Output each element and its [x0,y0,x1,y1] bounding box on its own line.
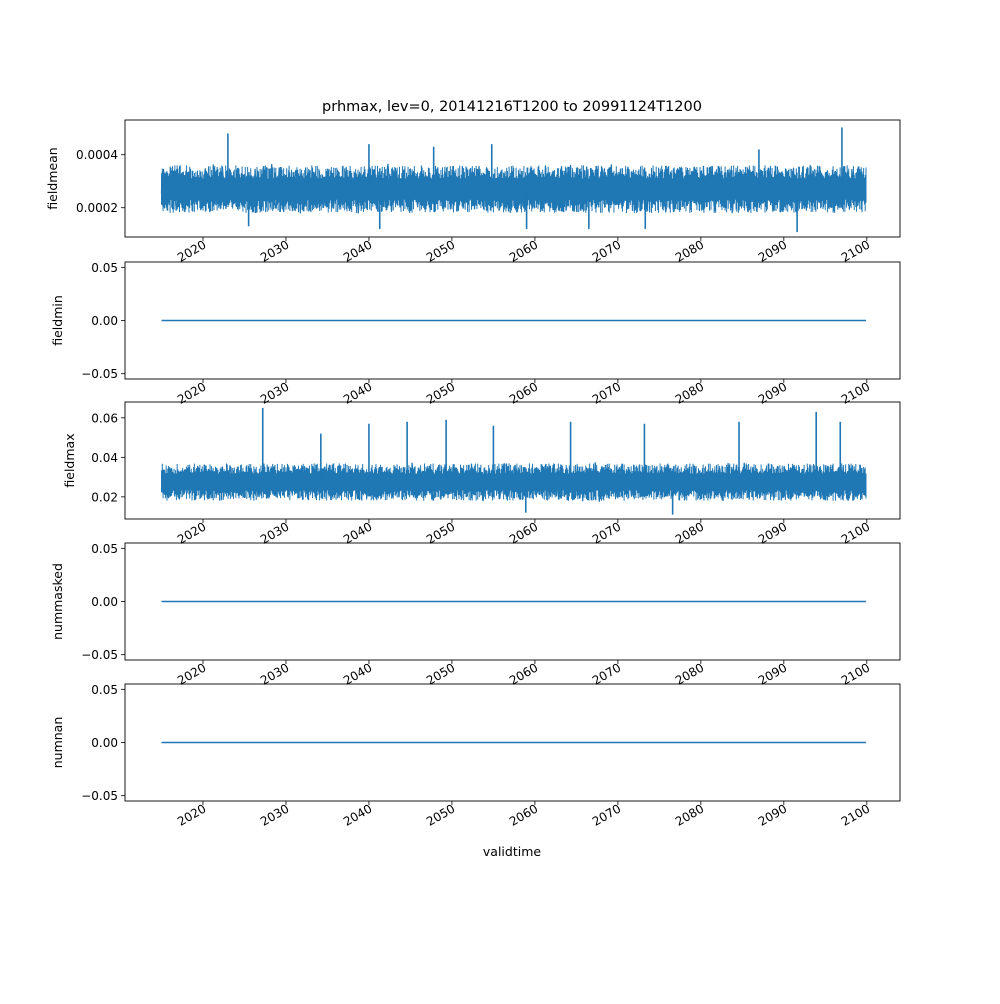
y-tick-label: 0.05 [91,683,118,697]
y-tick-label: 0.0004 [76,148,118,162]
y-tick-label: 0.05 [91,542,118,556]
y-axis-label: numnan [50,717,65,769]
y-tick-label: 0.04 [91,451,118,465]
series-group-fieldmean [160,127,867,233]
y-tick-label: 0.02 [91,490,118,504]
y-axis-label: fieldmean [45,147,60,209]
axes-frame-fieldmax [124,401,901,520]
y-tick-label: 0.05 [91,261,118,275]
series-band-fieldmean [161,165,867,214]
axes-frame-fieldmean [124,119,901,238]
y-tick-label: 0.0002 [76,201,118,215]
y-axis-label: fieldmin [50,295,65,346]
y-tick-label: −0.05 [81,789,118,803]
y-tick-label: 0.00 [91,736,118,750]
chart-title: prhmax, lev=0, 20141216T1200 to 20991124… [322,99,702,115]
y-tick-label: 0.06 [91,411,118,425]
x-axis-label: validtime [483,844,541,859]
y-axis-label: nummasked [50,563,65,640]
y-tick-label: −0.05 [81,367,118,381]
series-band-fieldmax [161,463,867,501]
y-tick-label: 0.00 [91,314,118,328]
y-axis-label: fieldmax [62,433,77,487]
series-group-fieldmax [161,407,867,515]
y-tick-label: 0.00 [91,595,118,609]
y-tick-label: −0.05 [81,648,118,662]
